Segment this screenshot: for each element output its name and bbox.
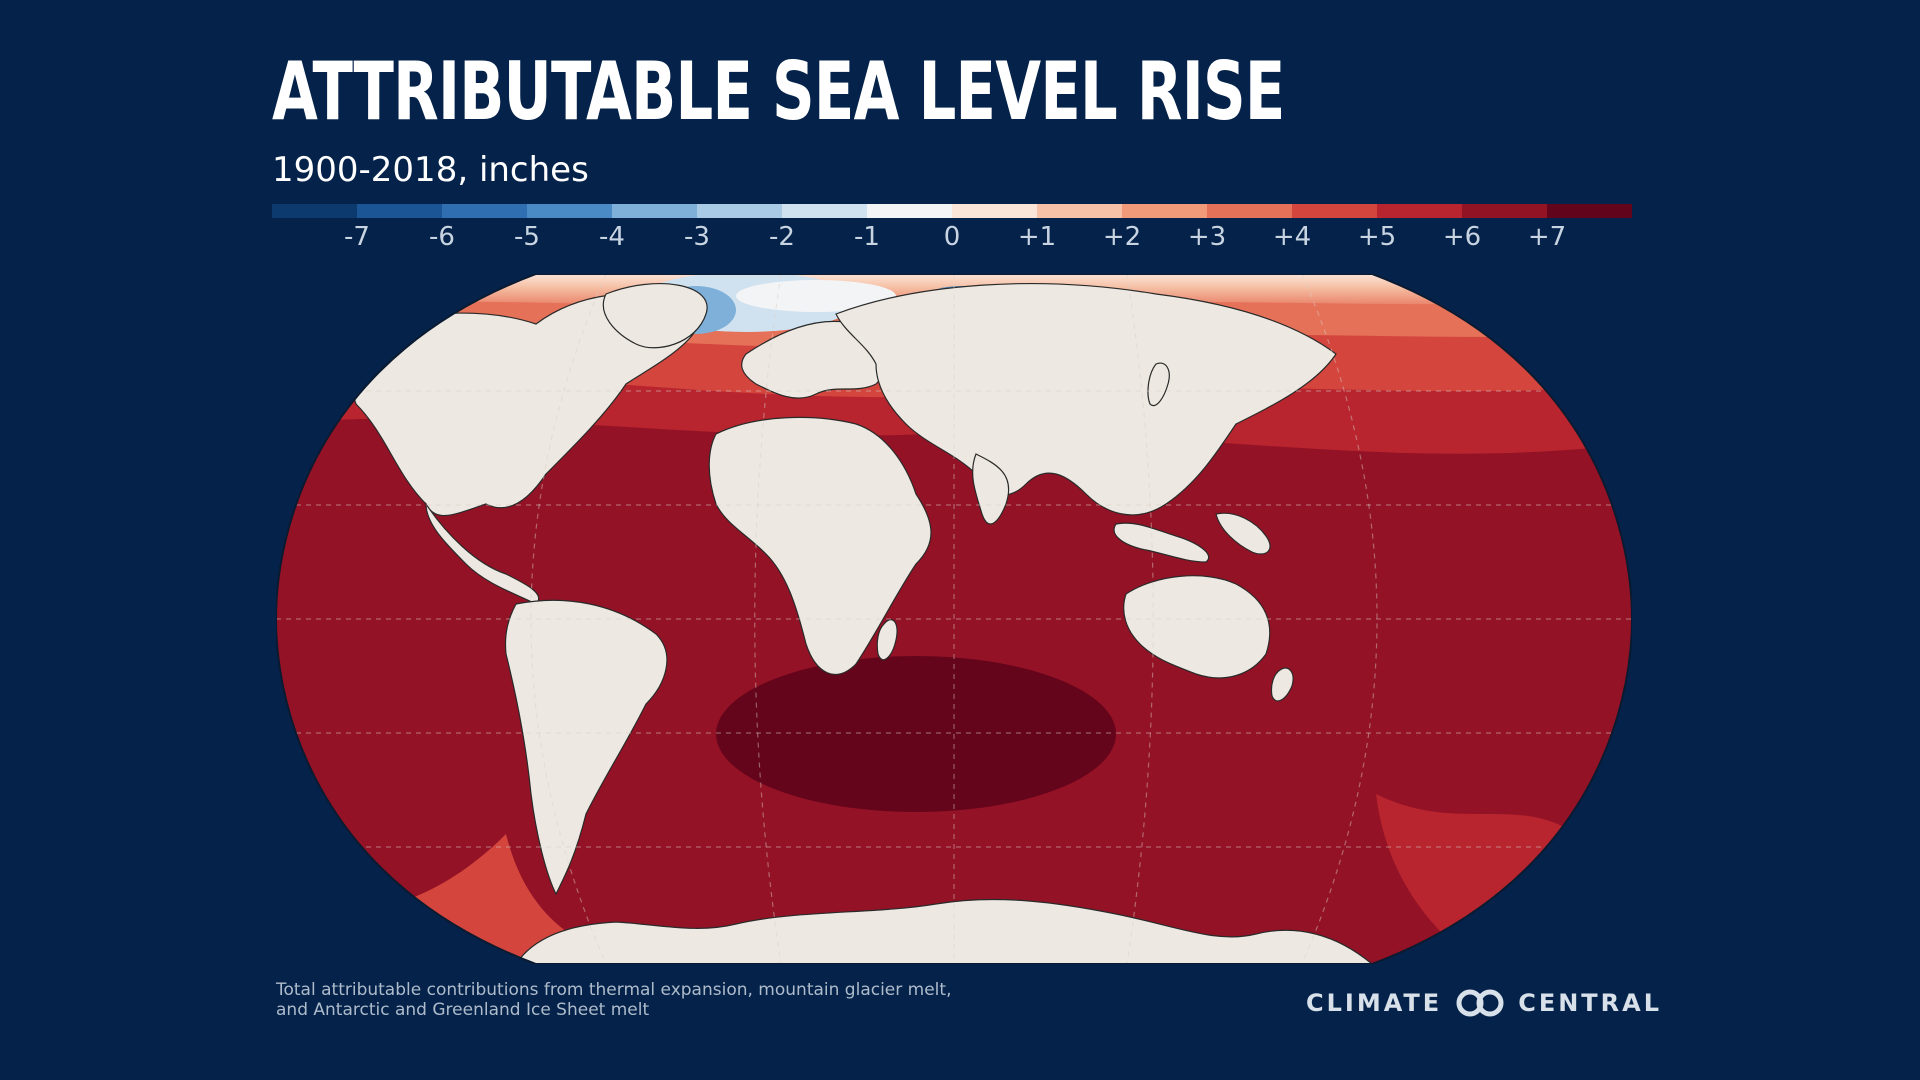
map-title: ATTRIBUTABLE SEA LEVEL RISE [272,45,1285,138]
legend-tick-label: -1 [854,222,880,252]
north-america [335,292,701,517]
new-zealand [1270,667,1294,702]
sea-level-map-svg [274,273,1634,965]
legend-swatch [1377,204,1462,218]
india [972,453,1010,525]
world-map [274,273,1634,965]
madagascar [876,619,898,661]
legend-swatch [867,204,952,218]
legend-tick-label: +6 [1442,222,1482,252]
legend-tick-label: +7 [1527,222,1567,252]
legend-tick-label: +1 [1017,222,1057,252]
graticule [276,274,1632,964]
legend-tick-label: +2 [1102,222,1142,252]
legend-swatch [1462,204,1547,218]
greenland [602,283,708,349]
color-scale-labels: -7 -6 -5 -4 -3 -2 -1 0 +1 +2 +3 +4 +5 +6 +7 [272,222,1632,252]
legend-tick-label: -6 [429,222,455,252]
legend-tick-label: -2 [769,222,795,252]
south-america [504,599,668,896]
legend-swatch [272,204,357,218]
map-footnote: Total attributable contributions from th… [276,980,951,1020]
legend-tick-label: 0 [943,222,961,252]
new-guinea [1215,512,1271,555]
europe [741,320,887,399]
legend-swatch [697,204,782,218]
legend-swatch [952,204,1037,218]
legend-swatch [527,204,612,218]
color-scale-legend [272,204,1632,218]
legend-tick-label: +3 [1187,222,1227,252]
legend-swatch [442,204,527,218]
japan [1147,362,1170,407]
climate-central-logo: CLIMATE CENTRAL [1306,986,1662,1020]
legend-swatch [782,204,867,218]
land-masses [335,283,1374,964]
footnote-line-2: and Antarctic and Greenland Ice Sheet me… [276,1000,650,1020]
logo-text-left: CLIMATE [1306,989,1443,1017]
legend-tick-label: -5 [514,222,540,252]
deep-anomaly-plus-seven [716,656,1116,812]
map-subtitle: 1900-2018, inches [272,150,589,190]
legend-swatch [612,204,697,218]
africa [708,416,932,675]
legend-swatch [1122,204,1207,218]
legend-swatch [1547,204,1632,218]
asia [835,283,1337,516]
legend-tick-label: -7 [344,222,370,252]
legend-swatch [1207,204,1292,218]
logo-text-right: CENTRAL [1518,989,1663,1017]
legend-swatch [1037,204,1122,218]
legend-tick-label: -3 [684,222,710,252]
australia [1123,575,1271,679]
indonesia [1113,522,1210,563]
legend-tick-label: +5 [1357,222,1397,252]
arctic-zero [736,280,896,312]
legend-swatch [357,204,442,218]
legend-tick-label: -4 [599,222,625,252]
footnote-line-1: Total attributable contributions from th… [276,980,952,1000]
legend-swatch [1292,204,1377,218]
linked-circles-icon [1456,989,1504,1017]
antarctica [514,898,1374,964]
legend-tick-label: +4 [1272,222,1312,252]
